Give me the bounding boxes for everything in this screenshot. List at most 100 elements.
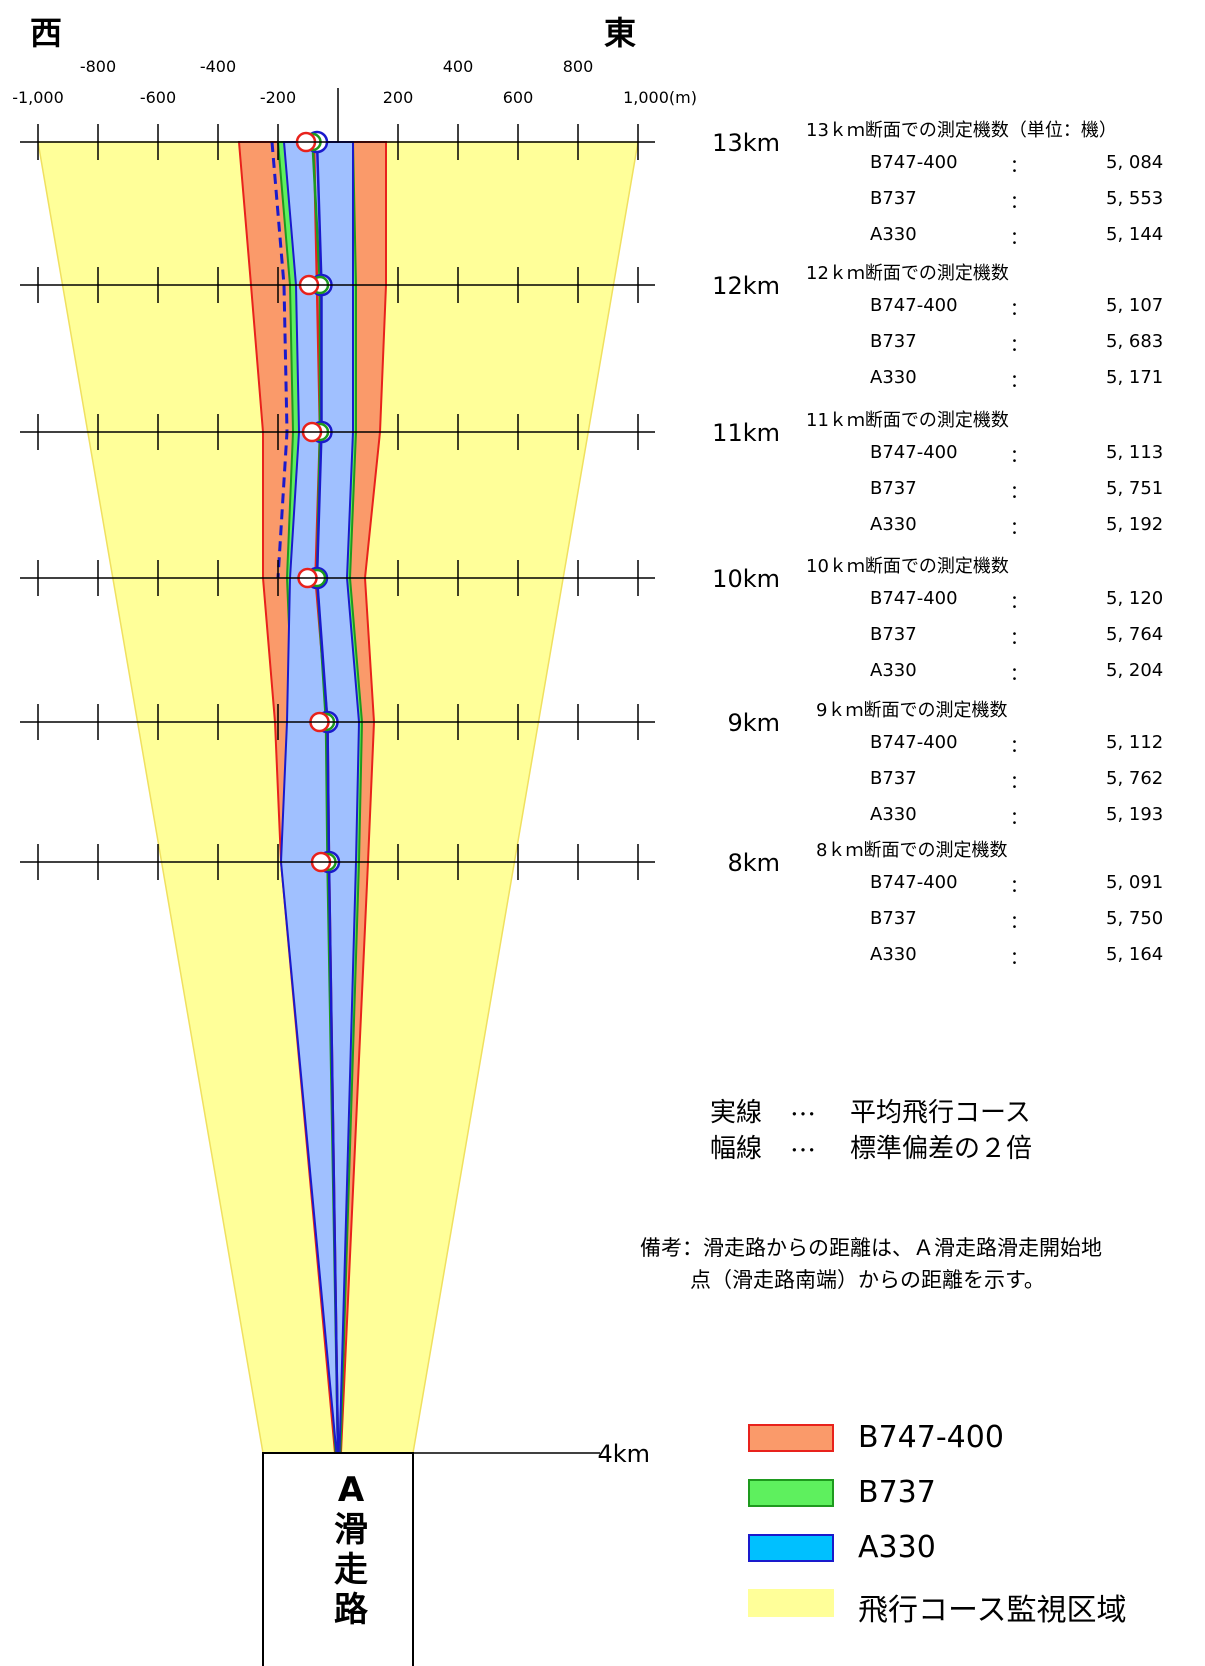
count-sep: ： [1010, 156, 1028, 177]
count-value: 5, 113 [1106, 442, 1164, 463]
remark-line-2: 点（滑走路南端）からの距離を示す。 [690, 1268, 1045, 1292]
count-sep: ： [1010, 299, 1028, 320]
count-type: B737 [870, 624, 917, 645]
legend-swatch [748, 1534, 834, 1562]
count-value: 5, 120 [1106, 588, 1164, 609]
distance-label-13km: 13km [712, 129, 780, 157]
runway-label: A 滑 走 路 [326, 1470, 376, 1630]
section-title: 10ｋｍ断面での測定機数 [806, 556, 1009, 577]
section-title: 11ｋｍ断面での測定機数 [806, 410, 1009, 431]
count-type: B747-400 [870, 295, 958, 316]
note-solid-term: 実線 [710, 1098, 763, 1128]
count-value: 5, 204 [1106, 660, 1164, 681]
count-type: B747-400 [870, 732, 958, 753]
count-sep: ： [1010, 772, 1028, 793]
count-sep: ： [1010, 912, 1028, 933]
x-tick-label: 200 [383, 88, 414, 107]
count-type: B747-400 [870, 152, 958, 173]
count-value: 5, 112 [1106, 732, 1164, 753]
runway-char: 路 [334, 1590, 368, 1630]
distance-label-10km: 10km [712, 565, 780, 593]
runway-box [262, 1452, 414, 1666]
count-type: B737 [870, 331, 917, 352]
note-width-term: 幅線 [710, 1134, 763, 1164]
legend-label: A330 [858, 1530, 936, 1565]
count-type: B737 [870, 768, 917, 789]
count-type: A330 [870, 804, 917, 825]
east-label: 東 [604, 14, 637, 52]
legend-label: 飛行コース監視区域 [858, 1593, 1127, 1628]
count-value: 5, 192 [1106, 514, 1164, 535]
count-sep: ： [1010, 948, 1028, 969]
runway-char: A [337, 1470, 365, 1510]
count-value: 5, 164 [1106, 944, 1164, 965]
note-width-dots: … [790, 1128, 816, 1158]
count-value: 5, 762 [1106, 768, 1164, 789]
count-type: B747-400 [870, 588, 958, 609]
count-value: 5, 107 [1106, 295, 1164, 316]
note-solid-line: 実線 … 平均飛行コース [710, 1092, 1031, 1129]
x-tick-label: -600 [140, 88, 176, 107]
count-value: 5, 144 [1106, 224, 1164, 245]
count-type: A330 [870, 944, 917, 965]
count-type: A330 [870, 367, 917, 388]
x-tick-label: 800 [563, 57, 594, 76]
distance-label-9km: 9km [727, 709, 780, 737]
x-tick-label: 600 [503, 88, 534, 107]
count-value: 5, 553 [1106, 188, 1164, 209]
x-tick-label: 1,000(m) [623, 88, 697, 107]
count-sep: ： [1010, 446, 1028, 467]
count-sep: ： [1010, 371, 1028, 392]
count-value: 5, 084 [1106, 152, 1164, 173]
count-sep: ： [1010, 808, 1028, 829]
legend-swatch [748, 1479, 834, 1507]
count-value: 5, 751 [1106, 478, 1164, 499]
distance-label-12km: 12km [712, 272, 780, 300]
note-width-line: 幅線 … 標準偏差の２倍 [710, 1128, 1032, 1165]
count-type: A330 [870, 224, 917, 245]
distance-label-11km: 11km [712, 419, 780, 447]
section-title: 9ｋｍ断面での測定機数 [816, 700, 1008, 721]
remark-line-1: 備考：滑走路からの距離は、Ａ滑走路滑走開始地 [640, 1236, 1102, 1260]
count-type: B737 [870, 478, 917, 499]
legend-swatch [748, 1589, 834, 1617]
note-solid-desc: 平均飛行コース [850, 1098, 1031, 1128]
x-tick-label: -400 [200, 57, 236, 76]
x-tick-label: -800 [80, 57, 116, 76]
count-sep: ： [1010, 482, 1028, 503]
count-value: 5, 764 [1106, 624, 1164, 645]
x-tick-label: -200 [260, 88, 296, 107]
runway-char: 滑 [334, 1510, 368, 1550]
count-value: 5, 683 [1106, 331, 1164, 352]
count-sep: ： [1010, 628, 1028, 649]
count-value: 5, 171 [1106, 367, 1164, 388]
count-sep: ： [1010, 592, 1028, 613]
section-title: 8ｋｍ断面での測定機数 [816, 840, 1008, 861]
note-width-desc: 標準偏差の２倍 [850, 1134, 1033, 1164]
west-label: 西 [30, 14, 63, 52]
legend-label: B747-400 [858, 1420, 1004, 1455]
count-sep: ： [1010, 192, 1028, 213]
count-sep: ： [1010, 876, 1028, 897]
distance-label-8km: 8km [727, 849, 780, 877]
count-value: 5, 750 [1106, 908, 1164, 929]
count-sep: ： [1010, 228, 1028, 249]
count-type: A330 [870, 660, 917, 681]
count-sep: ： [1010, 736, 1028, 757]
legend-label: B737 [858, 1475, 936, 1510]
runway-char: 走 [334, 1550, 368, 1590]
distance-label-4km: 4km [597, 1440, 650, 1468]
count-type: A330 [870, 514, 917, 535]
count-type: B737 [870, 908, 917, 929]
count-type: B747-400 [870, 872, 958, 893]
note-solid-dots: … [790, 1092, 816, 1122]
count-value: 5, 193 [1106, 804, 1164, 825]
section-title: 13ｋｍ断面での測定機数（単位：機） [806, 120, 1117, 141]
count-type: B737 [870, 188, 917, 209]
legend-swatch [748, 1424, 834, 1452]
count-value: 5, 091 [1106, 872, 1164, 893]
x-tick-label: -1,000 [12, 88, 64, 107]
count-sep: ： [1010, 518, 1028, 539]
section-title: 12ｋｍ断面での測定機数 [806, 263, 1009, 284]
